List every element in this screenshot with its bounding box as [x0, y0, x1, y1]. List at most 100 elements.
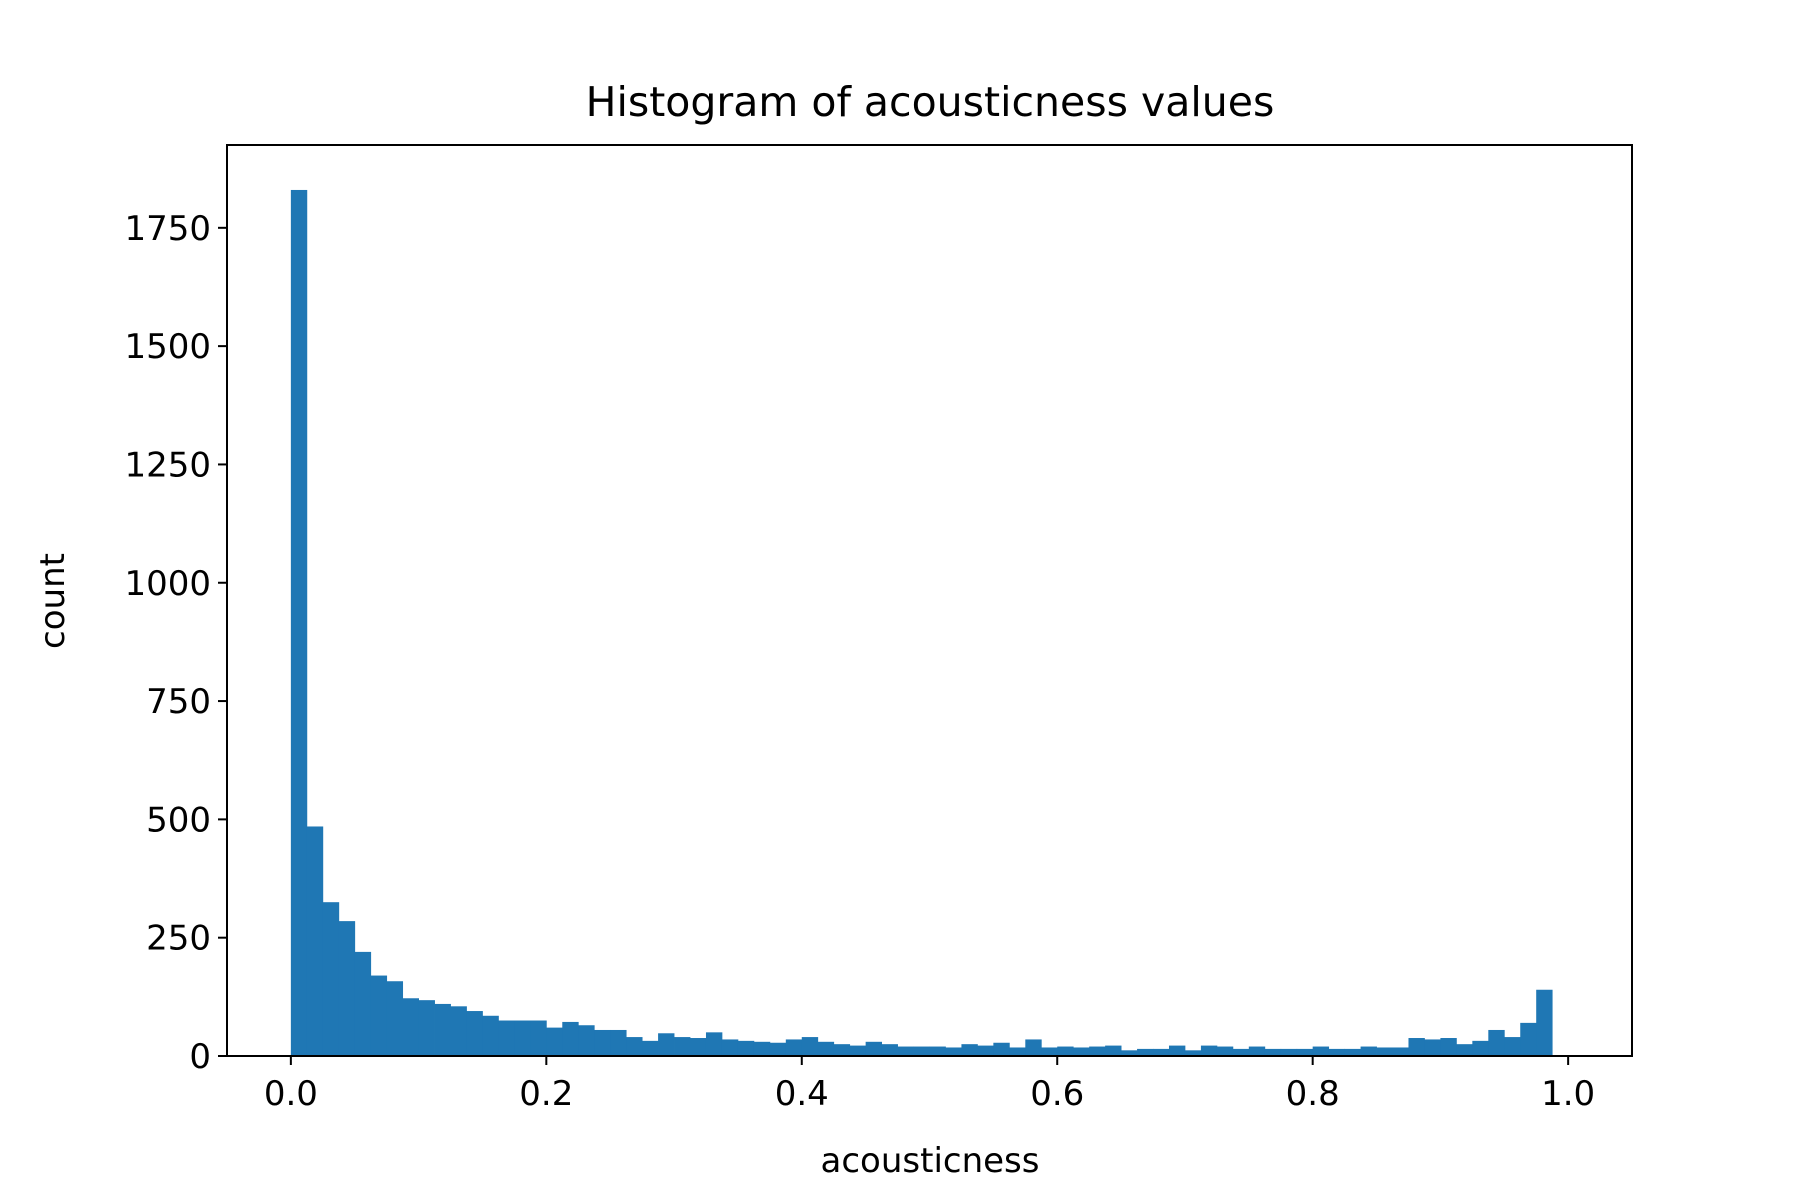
- histogram-bar-44: [993, 1042, 1010, 1056]
- histogram-bar-47: [1041, 1047, 1058, 1056]
- histogram-bar-46: [1025, 1039, 1042, 1056]
- histogram-bar-7: [402, 998, 419, 1056]
- histogram-bar-48: [1057, 1046, 1074, 1056]
- histogram-bar-75: [1488, 1029, 1505, 1056]
- histogram-bar-73: [1456, 1044, 1473, 1056]
- y-tick-label: 750: [146, 682, 211, 722]
- histogram-bar-67: [1360, 1046, 1377, 1056]
- histogram-bar-32: [801, 1037, 819, 1056]
- histogram-bar-14: [514, 1020, 531, 1056]
- histogram-bar-69: [1392, 1047, 1409, 1056]
- histogram-bar-68: [1376, 1047, 1393, 1056]
- histogram-bar-22: [642, 1040, 659, 1056]
- histogram-bar-19: [594, 1029, 611, 1056]
- y-tick-label: 250: [146, 919, 211, 959]
- histogram-bar-34: [833, 1044, 851, 1056]
- y-tick-label: 1500: [124, 327, 211, 367]
- histogram-bar-6: [386, 981, 404, 1056]
- y-axis-label: count: [33, 553, 73, 649]
- histogram-bar-55: [1168, 1045, 1186, 1056]
- histogram-bar-21: [626, 1037, 643, 1056]
- histogram-bar-29: [753, 1041, 771, 1056]
- y-tick-label: 0: [189, 1037, 211, 1077]
- x-tick-label: 1.0: [1541, 1074, 1595, 1114]
- histogram-bar-63: [1296, 1048, 1314, 1056]
- histogram-bar-38: [897, 1046, 914, 1056]
- histogram-bar-70: [1408, 1038, 1425, 1056]
- x-tick-label: 0.0: [264, 1074, 318, 1114]
- y-axis-ticks: 0 250 500 750 1000 1250 1500 1750: [124, 209, 227, 1077]
- histogram-bar-25: [690, 1038, 707, 1056]
- histogram-bar-26: [705, 1032, 723, 1056]
- x-tick-label: 0.6: [1030, 1074, 1084, 1114]
- histogram-bar-40: [929, 1046, 946, 1056]
- histogram-bar-31: [785, 1039, 803, 1056]
- x-axis-label: acousticness: [821, 1141, 1040, 1181]
- bars-layer: [290, 189, 1553, 1056]
- plot-area-frame: [226, 144, 1633, 1057]
- histogram-bar-36: [865, 1041, 883, 1056]
- histogram-bar-52: [1121, 1050, 1138, 1056]
- y-tick-label: 1750: [124, 209, 211, 249]
- histogram-bar-12: [482, 1015, 499, 1056]
- histogram-bar-35: [849, 1045, 867, 1056]
- histogram-bar-59: [1232, 1048, 1250, 1056]
- histogram-bar-58: [1216, 1046, 1234, 1056]
- histogram-bar-53: [1137, 1048, 1154, 1056]
- histogram-bar-49: [1073, 1047, 1090, 1056]
- histogram-bar-8: [418, 1000, 435, 1056]
- histogram-bar-15: [530, 1020, 547, 1056]
- histogram-bar-3: [338, 921, 356, 1056]
- x-tick-label: 0.8: [1286, 1074, 1340, 1114]
- histogram-bar-33: [817, 1041, 835, 1056]
- histogram-bar-0: [290, 189, 308, 1056]
- y-tick-label: 1250: [124, 445, 211, 485]
- histogram-bar-62: [1280, 1048, 1298, 1056]
- histogram-bar-4: [354, 951, 372, 1056]
- histogram-bar-74: [1472, 1040, 1489, 1056]
- histogram-bar-66: [1344, 1048, 1361, 1056]
- histogram-bar-57: [1200, 1045, 1218, 1056]
- y-tick-label: 500: [146, 800, 211, 840]
- histogram-bar-56: [1184, 1050, 1202, 1056]
- histogram-bar-50: [1089, 1046, 1106, 1056]
- histogram-bar-10: [450, 1006, 467, 1056]
- histogram-bar-60: [1248, 1046, 1266, 1056]
- histogram-bar-11: [466, 1011, 483, 1056]
- histogram-bar-45: [1009, 1047, 1026, 1056]
- histogram-bar-37: [881, 1044, 898, 1056]
- histogram-bar-2: [322, 902, 340, 1056]
- histogram-bar-13: [498, 1020, 515, 1056]
- histogram-bar-42: [961, 1044, 978, 1056]
- histogram-bar-17: [562, 1021, 579, 1056]
- y-tick-label: 1000: [124, 564, 211, 604]
- histogram-bar-76: [1504, 1037, 1521, 1056]
- histogram-bar-27: [721, 1039, 739, 1056]
- x-tick-label: 0.4: [775, 1074, 829, 1114]
- histogram-bar-61: [1264, 1048, 1282, 1056]
- histogram-bar-9: [434, 1003, 451, 1056]
- histogram-bar-54: [1153, 1048, 1170, 1056]
- histogram-bar-20: [610, 1029, 627, 1056]
- histogram-bar-41: [945, 1047, 962, 1056]
- histogram-bar-43: [977, 1045, 994, 1056]
- histogram-bar-65: [1328, 1048, 1346, 1056]
- histogram-bar-72: [1440, 1038, 1457, 1056]
- histogram-bar-28: [737, 1040, 755, 1056]
- x-tick-label: 0.2: [519, 1074, 573, 1114]
- x-axis-ticks: 0.0 0.2 0.4 0.6 0.8 1.0: [264, 1056, 1595, 1114]
- histogram-bar-18: [578, 1025, 595, 1056]
- chart-title: Histogram of acousticness values: [586, 78, 1275, 126]
- histogram-bar-71: [1424, 1039, 1441, 1056]
- histogram-bar-1: [306, 826, 324, 1056]
- histogram-bar-39: [913, 1046, 930, 1056]
- histogram-bar-23: [658, 1033, 675, 1056]
- histogram-bar-30: [769, 1042, 787, 1056]
- histogram-bar-24: [674, 1037, 691, 1056]
- histogram-bar-78: [1536, 989, 1553, 1056]
- histogram-bar-64: [1312, 1046, 1330, 1056]
- histogram-bar-77: [1520, 1022, 1537, 1056]
- histogram-bar-16: [546, 1027, 563, 1056]
